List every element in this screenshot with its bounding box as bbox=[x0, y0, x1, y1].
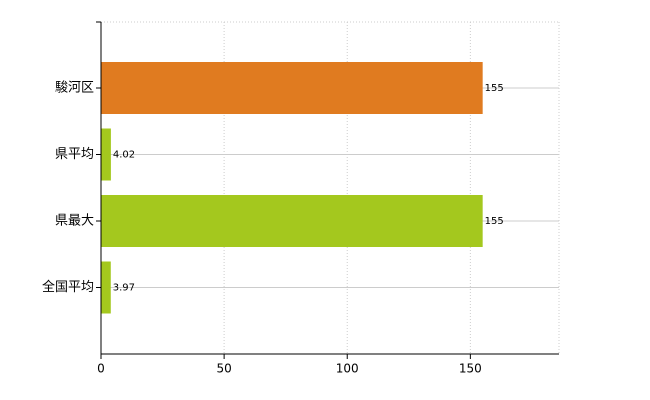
x-tick-label: 50 bbox=[216, 362, 231, 376]
y-tick-label: 全国平均 bbox=[42, 279, 94, 295]
bar bbox=[101, 62, 483, 114]
value-label: 155 bbox=[485, 216, 504, 227]
x-tick-label: 0 bbox=[97, 362, 105, 376]
bar bbox=[101, 128, 111, 181]
x-tick-label: 100 bbox=[336, 362, 359, 376]
value-label: 3.97 bbox=[113, 283, 135, 294]
bar bbox=[101, 195, 483, 247]
y-tick-label: 県最大 bbox=[55, 214, 94, 229]
y-tick-label: 県平均 bbox=[55, 147, 94, 162]
value-label: 4.02 bbox=[113, 150, 135, 161]
x-tick-label: 150 bbox=[459, 362, 482, 376]
y-tick-label: 駿河区 bbox=[55, 81, 94, 96]
bar bbox=[101, 261, 111, 314]
value-label: 155 bbox=[485, 83, 504, 94]
